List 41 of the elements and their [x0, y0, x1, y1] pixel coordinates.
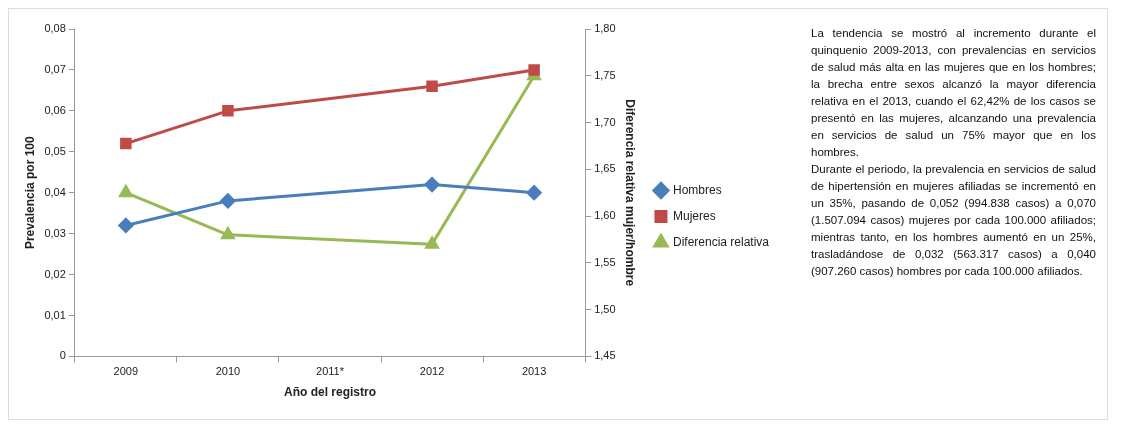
point [222, 105, 234, 117]
y-tick-label: 0,08 [44, 22, 66, 35]
text: La tendencia se mostró al incremento durante el quinquenio 2009-2013, con prevalencias en servicios de salud más alta en las mujeres que en los hombres; la brecha entre sexos alcanzó la mayor diferencia relativa en el 2013, cuando el 62,42% de los casos se presentó en las mujeres, alcanzando una prevalencia en servicios de salud un 75% mayor que en los hombres. [811, 26, 1096, 160]
x-tick-label: 2012 [419, 365, 445, 378]
x-tick-label: 2011* [316, 365, 345, 378]
y2-axis-title: Diferencia relativa mujer/hombre [623, 99, 638, 287]
legend-label: Hombres [672, 182, 722, 197]
legend-label: Diferencia relativa [672, 234, 770, 249]
point [425, 236, 439, 249]
y2-tick-label: 1,55 [594, 255, 616, 268]
y2-tick-label: 1,80 [594, 22, 616, 35]
point [119, 185, 133, 198]
point [424, 177, 440, 193]
y2-tick-label: 1,50 [594, 302, 616, 315]
point [526, 185, 542, 201]
text: Durante el periodo, la prevalencia en servicios de salud de hipertensión en mujeres afiliadas se incrementó en un 35%, pasando de 0,052 (994.838 casos) a 0,070 (1.507.094 casos) mujeres por cada 100.000 afiliados; mientras tanto, en los hombres aumentó en un 25%, trasladándose de 0,032 (563.317 casos) a 0,040 (907.260 casos) hombres por cada 100.000 afiliados. [811, 162, 1096, 279]
y-tick-label: 0 [59, 349, 66, 362]
y2-tick-label: 1,45 [594, 349, 616, 362]
y-axis-title: Prevalencia por 100 [22, 136, 37, 250]
point [426, 80, 438, 93]
x-tick-label: 2010 [215, 365, 241, 378]
point [221, 227, 235, 240]
y-tick-label: 0,05 [44, 144, 66, 157]
x-axis-title: Año del registro [283, 385, 376, 400]
y2-tick-label: 1,70 [594, 115, 616, 128]
y2-tick-label: 1,60 [594, 209, 616, 222]
y-tick-label: 0,01 [44, 308, 66, 321]
point [118, 217, 134, 233]
x-tick-label: 2009 [113, 365, 139, 378]
y-tick-label: 0,03 [44, 226, 66, 239]
point [220, 193, 236, 209]
x-tick-label: 2013 [521, 365, 547, 378]
y2-tick-label: 1,75 [594, 68, 616, 81]
point [528, 64, 540, 76]
point [120, 137, 132, 150]
y-tick-label: 0,07 [44, 62, 66, 75]
y2-tick-label: 1,65 [594, 162, 616, 175]
y-tick-label: 0,04 [44, 185, 66, 198]
y-tick-label: 0,06 [44, 103, 66, 116]
legend-label: Mujeres [672, 208, 716, 223]
y-tick-label: 0,02 [44, 267, 66, 280]
